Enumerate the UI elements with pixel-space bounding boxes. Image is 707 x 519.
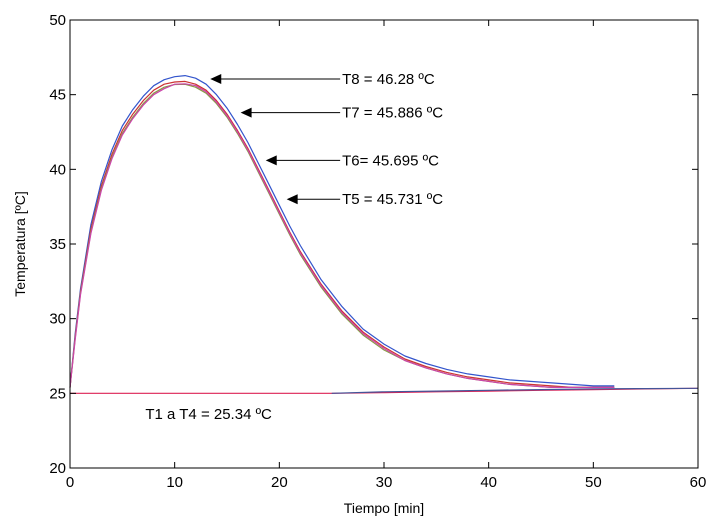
x-tick-label: 20 (271, 474, 288, 491)
annotation-label: T8 = 46.28 ºC (342, 71, 435, 88)
series-line-1 (69, 80, 615, 388)
series-layer (69, 74, 699, 394)
y-tick-label: 25 (49, 385, 66, 402)
series-line-3 (69, 83, 615, 388)
annotation-arrowhead (286, 194, 298, 205)
y-tick-label: 40 (49, 161, 66, 178)
series-line-5 (331, 387, 699, 394)
x-tick-label: 30 (376, 474, 393, 491)
annotation-arrowhead (265, 155, 277, 166)
x-tick-label: 50 (585, 474, 602, 491)
y-tick-label: 30 (49, 311, 66, 328)
annotation-label: T6= 45.695 ºC (342, 152, 439, 169)
x-axis-label: Tiempo [min] (344, 500, 424, 516)
series-line-0 (69, 74, 615, 388)
annotation-label: T1 a T4 = 25.34 ºC (145, 406, 272, 423)
x-tick-label: 60 (690, 474, 707, 491)
x-tick-label: 40 (480, 474, 497, 491)
axis-ticks: 0 10 20 30 40 50 60 20 25 30 35 40 45 50 (49, 12, 706, 491)
y-axis-label: Temperatura [ºC] (12, 191, 28, 297)
x-tick-label: 0 (66, 474, 74, 491)
y-tick-label: 20 (49, 460, 66, 477)
annotation-arrowhead (240, 107, 252, 118)
y-tick-label: 35 (49, 236, 66, 253)
x-tick-label: 10 (166, 474, 183, 491)
annotation-label: T7 = 45.886 ºC (342, 105, 443, 122)
annotation-arrowhead (210, 73, 222, 84)
y-tick-label: 50 (49, 12, 66, 29)
annotations-layer: T8 = 46.28 ºC T7 = 45.886 ºC T6= 45.695 ºC… (145, 71, 443, 423)
y-tick-label: 45 (49, 87, 66, 104)
annotation-label: T5 = 45.731 ºC (342, 191, 443, 208)
series-line-2 (69, 83, 615, 388)
